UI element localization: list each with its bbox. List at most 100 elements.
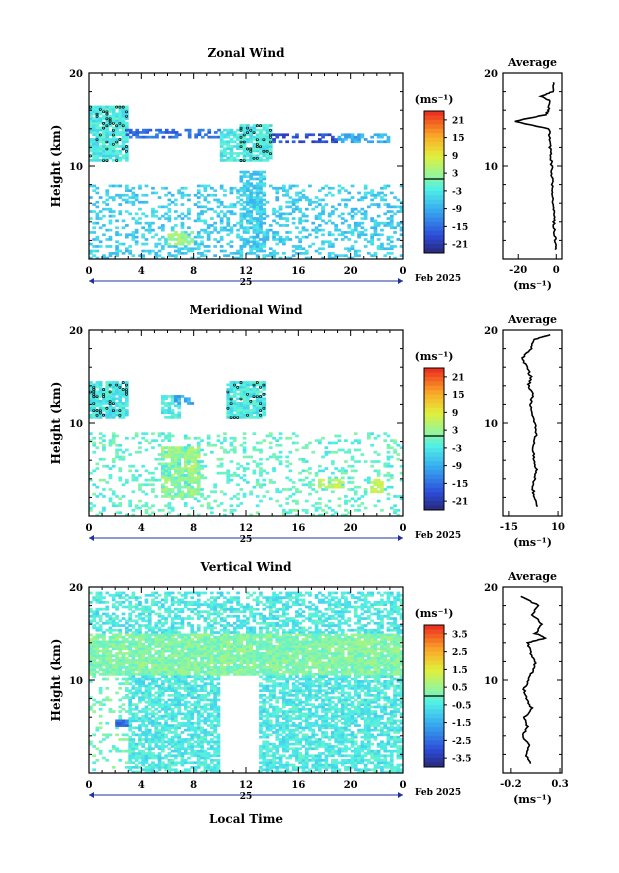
heatmap-cell (350, 231, 355, 234)
heatmap-cell (102, 107, 106, 111)
heatmap-cell (125, 235, 129, 239)
contour-mark (121, 124, 125, 128)
heatmap-cell (255, 254, 260, 257)
heatmap-cell (255, 128, 260, 132)
heatmap-cell (161, 224, 165, 227)
panel-title: Vertical Wind (199, 560, 292, 574)
heatmap-cell (98, 413, 103, 417)
heatmap-cell (295, 490, 299, 494)
heatmap-cell (389, 628, 394, 632)
heatmap-cell (383, 614, 388, 618)
heatmap-cell (262, 238, 267, 241)
heatmap-cell (370, 219, 374, 223)
heatmap-cell (138, 186, 142, 190)
contour-mark (111, 409, 115, 413)
heatmap-cell (344, 495, 348, 498)
heatmap-cell (386, 443, 391, 447)
heatmap-cell (285, 212, 289, 216)
heatmap-cell (259, 177, 263, 181)
heatmap-cell (308, 605, 312, 609)
heatmap-cell (314, 612, 319, 616)
heatmap-cell (121, 591, 126, 595)
heatmap-cell (219, 156, 224, 160)
heatmap-cell (239, 464, 244, 468)
x-tick-label: 0 (400, 266, 407, 277)
heatmap-cell (174, 654, 178, 658)
date-day-label: 25 (240, 278, 253, 288)
heatmap-cell (324, 467, 329, 470)
heatmap-cell (219, 142, 224, 146)
heatmap-cell (246, 603, 250, 606)
heatmap-cell (171, 135, 176, 139)
heatmap-cell (219, 628, 224, 632)
heatmap-cell (389, 219, 394, 223)
heatmap-cell (363, 492, 368, 496)
heatmap-cell (232, 610, 237, 613)
heatmap-cell (108, 406, 113, 410)
heatmap-cell (89, 110, 93, 113)
heatmap-cell (232, 436, 237, 440)
heatmap-cell (252, 252, 257, 255)
heatmap-cell (321, 140, 325, 144)
heatmap-cell (311, 488, 316, 491)
heatmap-cell (187, 492, 191, 496)
heatmap-cell (174, 663, 178, 667)
heatmap-cell (301, 509, 306, 512)
heatmap-cell (347, 488, 352, 491)
heatmap-cell (204, 133, 208, 137)
heatmap-cell (98, 112, 103, 116)
heatmap-cell (246, 409, 250, 412)
heatmap-cell (318, 598, 322, 602)
heatmap-cell (298, 140, 302, 144)
heatmap-cell (386, 221, 391, 225)
heatmap-cell (229, 381, 234, 384)
heatmap-cell (121, 138, 126, 141)
heatmap-cell (242, 610, 247, 613)
heatmap-cell (239, 621, 244, 625)
average-x-tick-label: 0 (553, 265, 560, 276)
heatmap-cell (134, 647, 139, 651)
heatmap-cell (92, 226, 96, 230)
heatmap-cell (95, 142, 100, 146)
heatmap-cell (151, 656, 155, 660)
heatmap-cell (111, 383, 116, 387)
heatmap-cell (144, 242, 149, 246)
heatmap-cell (138, 673, 142, 676)
heatmap-cell (102, 443, 106, 447)
heatmap-cell (259, 124, 263, 127)
heatmap-cell (121, 457, 126, 461)
heatmap-cell (229, 397, 234, 401)
heatmap-cell (344, 598, 348, 602)
heatmap-cell (331, 490, 335, 494)
heatmap-cell (121, 119, 126, 123)
heatmap-cell (108, 621, 113, 625)
heatmap-cell (210, 224, 214, 227)
heatmap-cell (232, 471, 237, 475)
heatmap-cell (138, 649, 142, 653)
heatmap-cell (155, 128, 159, 132)
heatmap-cell (393, 603, 397, 606)
heatmap-cell (232, 474, 237, 477)
heatmap-cell (144, 656, 149, 660)
heatmap-cell (161, 645, 165, 648)
heatmap-cell (158, 128, 162, 132)
colorbar-segment (424, 465, 444, 471)
heatmap-cell (255, 448, 260, 452)
heatmap-cell (262, 175, 267, 178)
heatmap-cell (102, 601, 106, 604)
heatmap-cell (134, 668, 139, 672)
heatmap-cell (190, 453, 195, 456)
heatmap-cell (373, 601, 378, 604)
heatmap-cell (344, 607, 348, 611)
heatmap-cell (200, 242, 204, 246)
heatmap-cell (203, 631, 208, 634)
heatmap-cell (89, 649, 93, 653)
colorbar-tick-label: 3 (452, 427, 458, 437)
heatmap-cell (102, 663, 106, 667)
heatmap-cell (128, 652, 132, 655)
heatmap-cell (285, 617, 289, 620)
heatmap-cell (249, 411, 253, 415)
heatmap-cell (141, 254, 145, 257)
heatmap-cell (321, 469, 325, 473)
heatmap-cell (167, 638, 172, 641)
